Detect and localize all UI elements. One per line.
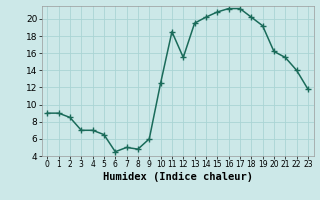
X-axis label: Humidex (Indice chaleur): Humidex (Indice chaleur) xyxy=(103,172,252,182)
